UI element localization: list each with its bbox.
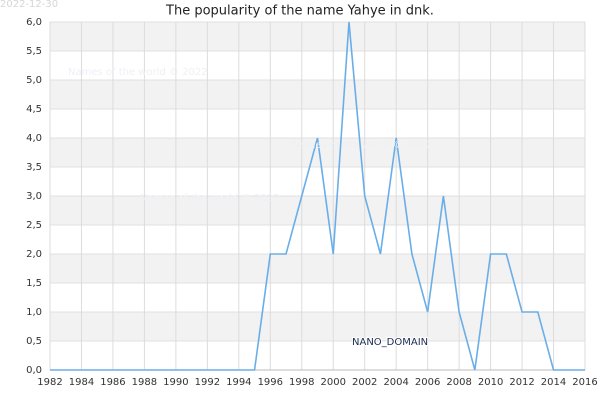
grid-band	[50, 22, 585, 51]
y-tick-label: 4,0	[26, 133, 42, 144]
y-tick-label: 3,0	[26, 191, 42, 202]
x-tick-label: 2010	[478, 377, 503, 388]
x-tick-label: 2016	[572, 377, 597, 388]
plot-background	[49, 21, 586, 371]
grid-band	[50, 196, 585, 225]
watermark: Names of the world © 2022	[68, 67, 208, 78]
y-tick-label: 1,5	[26, 278, 42, 289]
watermark: Names of the world © 2022	[140, 193, 280, 204]
y-tick-label: 5,0	[26, 75, 42, 86]
y-tick-label: 6,0	[26, 17, 42, 28]
grid-band	[50, 80, 585, 109]
y-tick-label: 2,5	[26, 220, 42, 231]
x-tick-label: 1994	[226, 377, 251, 388]
y-tick-label: 4,5	[26, 104, 42, 115]
grid-band	[50, 283, 585, 312]
x-tick-label: 1996	[258, 377, 283, 388]
grid-band	[50, 341, 585, 370]
x-tick-label: 2002	[352, 377, 377, 388]
x-tick-label: 1990	[163, 377, 188, 388]
x-tick-label: 2006	[415, 377, 440, 388]
x-tick-label: 2012	[509, 377, 534, 388]
chart-title: The popularity of the name Yahye in dnk.	[165, 4, 434, 19]
watermark: NANO_DOMAIN	[352, 337, 428, 348]
grid-band	[50, 109, 585, 138]
x-tick-label: 1998	[289, 377, 314, 388]
x-tick-label: 2000	[321, 377, 346, 388]
grid-band	[50, 225, 585, 254]
grid-band	[50, 167, 585, 196]
grid-band	[50, 312, 585, 341]
y-tick-label: 0,0	[26, 365, 42, 376]
x-tick-label: 1986	[100, 377, 125, 388]
y-tick-label: 3,5	[26, 162, 42, 173]
x-tick-label: 2008	[446, 377, 471, 388]
x-tick-label: 2004	[383, 377, 408, 388]
y-tick-label: 1,0	[26, 307, 42, 318]
x-tick-label: 1988	[132, 377, 157, 388]
x-tick-label: 1992	[195, 377, 220, 388]
grid-band	[50, 254, 585, 283]
grid-band	[50, 51, 585, 80]
x-tick-label: 2014	[541, 377, 566, 388]
y-tick-label: 2,0	[26, 249, 42, 260]
x-tick-label: 1982	[37, 377, 62, 388]
data-line	[50, 21, 585, 371]
y-tick-label: 0,5	[26, 336, 42, 347]
y-tick-label: 5,5	[26, 46, 42, 57]
x-tick-label: 1984	[69, 377, 94, 388]
watermark: Names of the world © 2022	[292, 140, 432, 151]
timestamp: 2022-12-30	[0, 0, 58, 10]
